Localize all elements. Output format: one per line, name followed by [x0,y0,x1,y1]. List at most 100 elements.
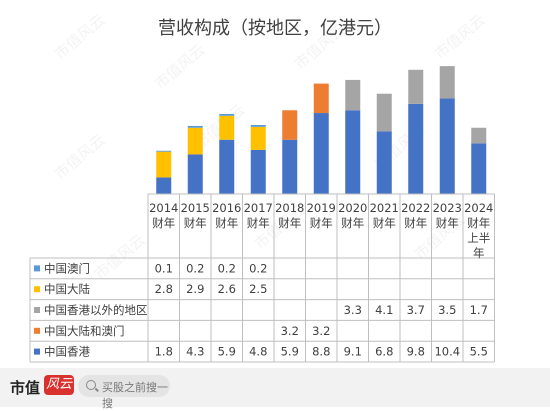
category-tick-label: 2021 [370,201,399,215]
legend-label: 中国大陆和澳门 [44,324,125,338]
data-label: 0.2 [218,261,236,275]
category-tick-label: 财年 [310,216,333,230]
legend-label: 中国澳门 [44,261,90,275]
bar-segment [345,79,361,111]
category-tick-label: 财年 [215,216,238,230]
data-label: 1.7 [470,303,488,317]
bar-segment [219,115,235,140]
bar-segment [282,139,298,194]
legend-key [34,348,40,355]
category-tick-label: 财年 [152,216,175,230]
bar-segment [408,69,424,104]
category-tick-label: 2024 [464,201,493,215]
watermark-text: 市值风云 [431,11,489,63]
data-label: 8.8 [312,345,330,359]
category-tick-label: 2015 [181,201,210,215]
category-tick-label: 财年 [184,216,207,230]
watermark-text: 市值风云 [91,231,149,283]
category-tick-label: 2018 [275,201,304,215]
watermark-text: 市值风云 [291,21,349,73]
search-box[interactable]: 买股之前搜一搜 [78,375,170,410]
data-label: 2.9 [186,282,204,296]
bar-segment [187,154,203,194]
bar-segment [219,113,235,116]
legend-label: 中国香港以外的地区 [44,303,148,317]
bar-segment [345,110,361,194]
data-label: 3.5 [438,303,456,317]
search-placeholder[interactable]: 买股之前搜一搜 [102,381,168,410]
category-tick-label: 财年 [247,216,270,230]
category-tick-label: 财年 [404,216,427,230]
data-label: 2.5 [249,282,267,296]
category-tick-label: 财年 [467,216,490,230]
bar-segment [250,126,266,150]
bar-segment [187,125,203,128]
bar-segment [156,151,172,178]
bar-segment [471,143,487,194]
data-label: 4.8 [249,345,267,359]
category-tick-label: 财年 [373,216,396,230]
bar-segment [282,110,298,140]
bar-segment [439,66,455,99]
legend-label: 中国大陆 [44,282,90,296]
bar-segment [156,177,172,194]
bar-segment [313,113,329,194]
data-label: 3.7 [407,303,425,317]
data-label: 5.9 [218,345,236,359]
bar-segment [313,83,329,114]
chart-title: 营收构成（按地区，亿港元） [158,18,392,39]
data-label: 3.2 [281,324,299,338]
data-label: 2.6 [218,282,236,296]
chart-svg: 市值风云市值风云市值风云市值风云市值风云市值风云市值风云市值风云市值风云市值风云… [29,11,495,363]
data-label: 5.5 [470,345,488,359]
data-label: 2.8 [155,282,173,296]
watermark-text: 市值风云 [151,41,209,93]
category-tick-label: 2017 [244,201,273,215]
brand-logo-text[interactable]: 市值 [10,379,41,397]
data-label: 5.9 [281,345,299,359]
footer-bar: 市值 风云 买股之前搜一搜 [0,368,550,410]
legend-key [34,265,40,272]
data-label: 4.3 [186,345,204,359]
bar-segment [250,125,266,127]
legend-key [34,286,40,293]
legend-key [34,327,40,334]
search-icon [86,380,96,390]
bar-segment [187,127,203,155]
category-tick-label: 2020 [338,201,367,215]
watermark-text: 市值风云 [51,131,109,183]
legend-key [34,307,40,313]
data-label: 4.1 [375,303,393,317]
data-label: 0.2 [249,261,267,275]
data-label: 9.1 [344,345,362,359]
bar-segment [408,103,424,194]
data-label: 0.2 [186,261,204,275]
category-tick-label: 2014 [149,201,178,215]
bar-segment [471,127,487,144]
brand-logo-badge[interactable]: 风云 [44,375,74,395]
data-label: 9.8 [407,345,425,359]
bar-segment [219,139,235,194]
data-label: 0.1 [155,261,173,275]
category-tick-label: 财年 [436,216,459,230]
category-tick-label: 2022 [401,201,430,215]
category-tick-label: 2023 [433,201,462,215]
bar-segment [439,98,455,194]
category-tick-label: 2019 [307,201,336,215]
bar-segment [156,150,172,152]
bar-segment [376,93,392,132]
watermark-text: 市值风云 [51,11,109,63]
legend-label: 中国香港 [44,345,90,359]
data-label: 6.8 [375,345,393,359]
data-label: 1.8 [155,345,173,359]
category-tick-label: 年 [473,246,485,260]
category-tick-label: 财年 [278,216,301,230]
bar-segment [250,149,266,194]
data-label: 3.3 [344,303,362,317]
bar-segment [376,131,392,194]
category-tick-label: 财年 [341,216,364,230]
category-tick-label: 上半 [467,231,490,245]
data-label: 3.2 [312,324,330,338]
category-tick-label: 2016 [212,201,241,215]
